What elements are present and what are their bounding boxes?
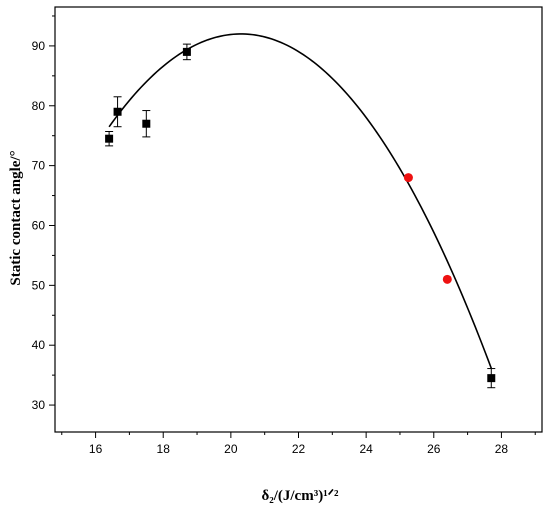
plot-frame: [54, 6, 543, 433]
x-tick-label: 22: [292, 442, 306, 456]
fit-curve: [108, 33, 493, 369]
y-tick-label: 40: [32, 338, 46, 352]
x-tick-label: 18: [157, 442, 171, 456]
y-tick-label: 90: [32, 39, 46, 53]
x-tick-label: 26: [427, 442, 441, 456]
x-tick-label: 20: [224, 442, 238, 456]
data-points: [105, 43, 496, 389]
data-point-circle: [442, 274, 452, 284]
x-tick-label: 24: [359, 442, 373, 456]
data-point-square: [182, 47, 191, 56]
y-axis-ticks: 30 40 50 60 70 80 90: [32, 15, 55, 412]
data-point-square: [113, 107, 122, 116]
y-tick-label: 50: [32, 278, 46, 292]
x-tick-label: 16: [89, 442, 103, 456]
data-point-square: [142, 119, 151, 128]
data-point-circle: [403, 173, 413, 183]
y-tick-label: 70: [32, 159, 46, 173]
x-tick-label: 28: [495, 442, 509, 456]
x-axis-ticks: 16 18 20 22 24 26 28: [61, 432, 536, 456]
data-point-square: [487, 374, 496, 383]
y-tick-label: 60: [32, 218, 46, 232]
x-axis-title: δ₂/(J/cm³)¹ᐟ²: [261, 488, 339, 504]
data-point-square: [105, 134, 114, 143]
y-tick-label: 30: [32, 398, 46, 412]
y-tick-label: 80: [32, 99, 46, 113]
y-axis-title: Static contact angle/°: [8, 150, 24, 285]
